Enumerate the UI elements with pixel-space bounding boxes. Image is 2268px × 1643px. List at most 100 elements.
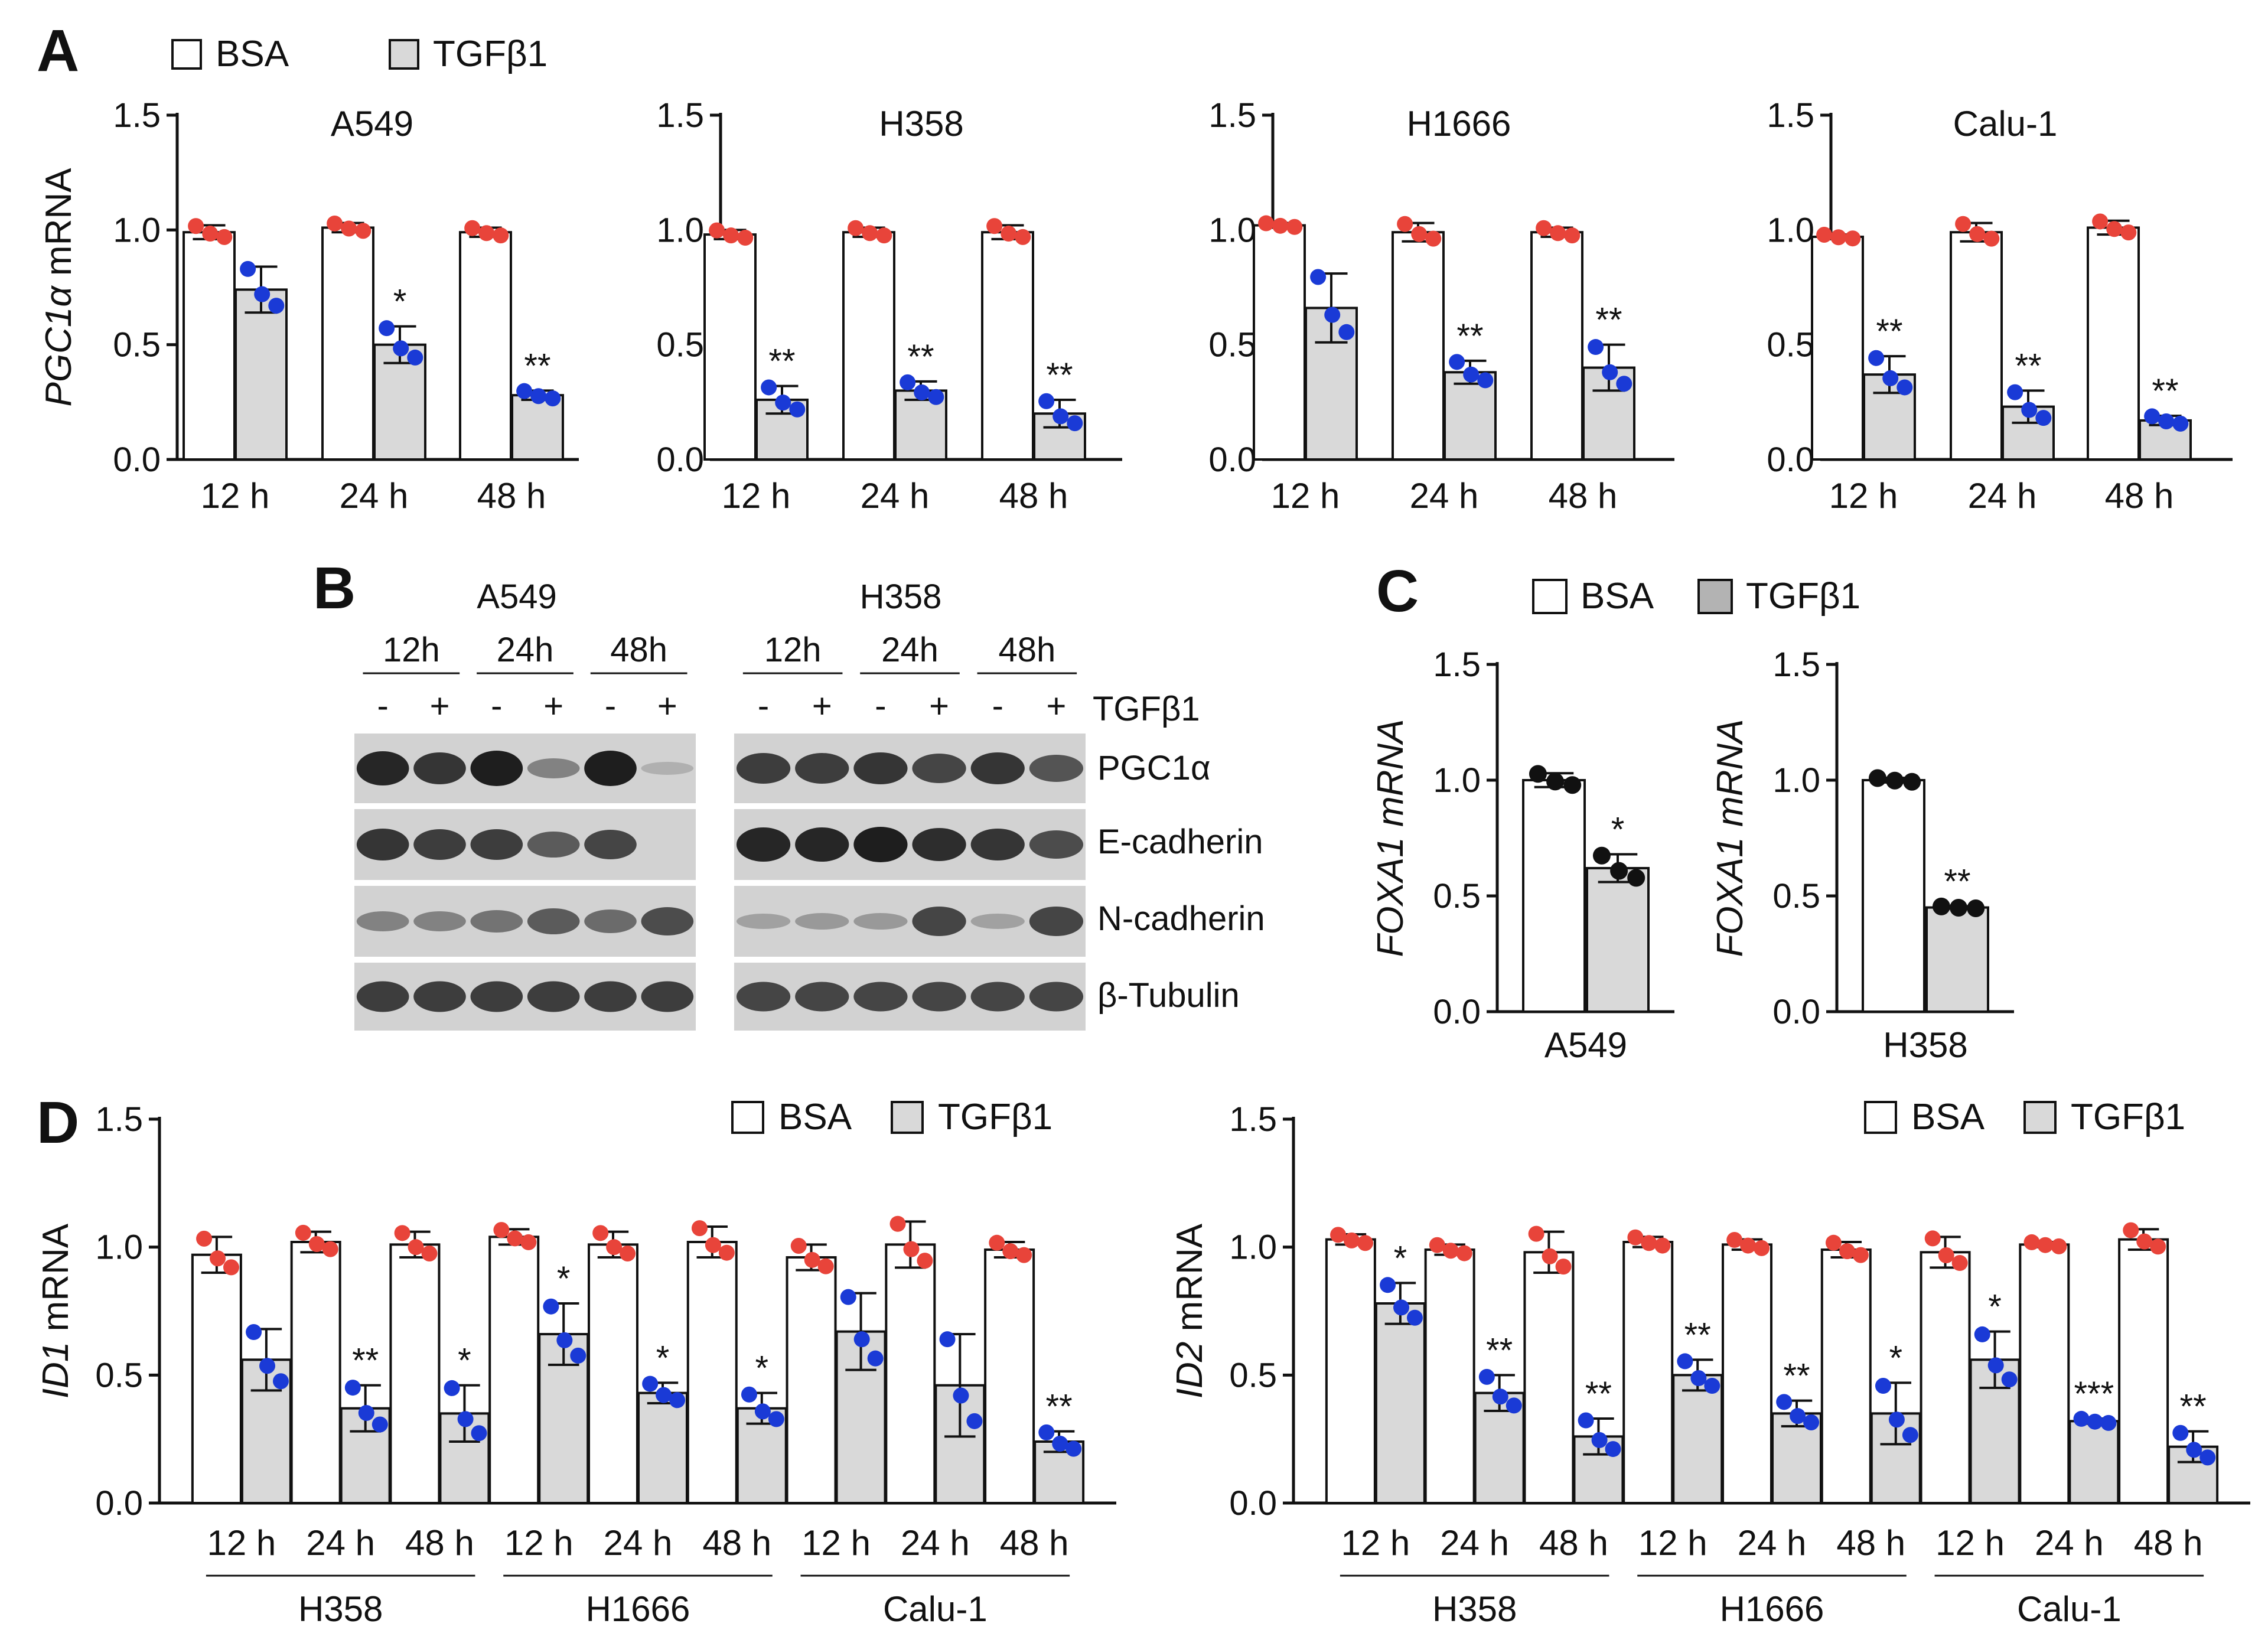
data-point	[493, 227, 509, 244]
data-point	[709, 222, 725, 239]
data-point	[1726, 1232, 1743, 1248]
y-tick-label: 1.5	[113, 96, 161, 135]
significance-label: *	[458, 1342, 471, 1380]
blot-band	[853, 913, 908, 930]
x-tick-label: 24 h	[306, 1523, 375, 1563]
blot-membrane	[734, 886, 1086, 957]
blot-band	[356, 751, 409, 785]
blot-band	[356, 829, 409, 860]
significance-label: *	[1988, 1288, 2002, 1326]
data-point	[543, 1298, 559, 1315]
bsa-bar	[1950, 231, 2003, 461]
legend-a-tgf-label: TGFβ1	[433, 34, 548, 74]
data-point	[1065, 1440, 1082, 1457]
data-point	[2087, 1413, 2103, 1430]
significance-label: **	[1684, 1316, 1711, 1354]
data-point	[1015, 229, 1031, 245]
data-point	[341, 220, 357, 237]
data-point	[1886, 771, 1904, 790]
data-point	[2051, 1238, 2067, 1254]
bsa-bar	[1530, 231, 1583, 461]
bsa-bar	[191, 1253, 242, 1505]
x-tick-label: 48 h	[1000, 1523, 1069, 1563]
x-tick-label: 12 h	[207, 1523, 276, 1563]
y-axis-label: FOXA1 mRNA	[1710, 719, 1751, 957]
panel-letter-a: A	[37, 18, 79, 84]
blot-band	[970, 982, 1025, 1012]
x-tick-label: 24 h	[1440, 1523, 1509, 1563]
data-point	[1425, 230, 1442, 247]
data-point	[1616, 376, 1632, 392]
bsa-bar	[321, 226, 374, 461]
significance-label: ***	[2074, 1375, 2114, 1413]
data-point	[1411, 226, 1428, 242]
bsa-bar	[1523, 1251, 1575, 1504]
y-tick-label: 0.0	[1208, 441, 1256, 479]
bsa-bar	[1424, 1248, 1475, 1504]
significance-label: **	[1456, 317, 1483, 356]
data-point	[188, 218, 204, 234]
blot-sign: -	[377, 687, 389, 725]
data-point	[1602, 364, 1618, 380]
data-point	[464, 220, 481, 236]
blot-membrane	[734, 809, 1086, 880]
x-tick-label: 12 h	[1935, 1523, 2005, 1563]
tgf-bar	[1925, 906, 1989, 1013]
bsa-bar	[1811, 235, 1864, 461]
blot-sign: +	[543, 687, 563, 725]
data-point	[1286, 219, 1303, 235]
y-tick-label: 0.5	[113, 326, 161, 364]
significance-label: **	[2152, 372, 2178, 410]
bsa-bar	[981, 231, 1034, 461]
y-axis-label-italic: ID1	[35, 1342, 76, 1398]
legend-d-right-tgf-swatch	[2023, 1101, 2057, 1134]
data-point	[917, 1253, 933, 1269]
data-point	[1506, 1397, 1522, 1414]
blot-band	[413, 981, 466, 1012]
data-point	[457, 1411, 474, 1427]
data-point	[1790, 1408, 1806, 1424]
blot-sign: +	[430, 687, 450, 725]
data-point	[1592, 846, 1611, 865]
blot-lanes: 12h 24h 48h - + - + - +12h 24h 48h - + - + - +	[354, 631, 1086, 1031]
tgf-bar	[1586, 866, 1650, 1013]
legend-d-left-bsa-label: BSA	[778, 1097, 852, 1137]
significance-label: **	[768, 343, 795, 381]
data-point	[478, 225, 495, 242]
data-point	[986, 218, 1003, 234]
data-point	[1258, 215, 1275, 232]
blot-band	[470, 910, 523, 933]
blot-band	[853, 982, 908, 1012]
bsa-bar	[290, 1241, 341, 1504]
data-point	[1868, 350, 1885, 366]
chart-a-h1666: 0.0 0.5 1.0 1.5 H1666 12 h ** 24 h ** 48 h	[1208, 96, 1674, 516]
x-tick-label: 24 h	[901, 1523, 970, 1563]
blot-row-label-ncadherin: N-cadherin	[1097, 899, 1265, 938]
data-point	[1429, 1237, 1445, 1253]
data-point	[1038, 1424, 1055, 1440]
x-tick-label: 48 h	[2105, 476, 2174, 516]
y-tick-label: 1.0	[1433, 761, 1481, 800]
data-point	[1950, 898, 1968, 917]
x-tick-label: 12 h	[504, 1523, 573, 1563]
data-point	[2123, 1222, 2139, 1238]
data-point	[1955, 216, 1972, 232]
data-point	[669, 1392, 686, 1409]
data-point	[889, 1215, 906, 1232]
bsa-bar	[459, 231, 512, 461]
data-point	[606, 1239, 623, 1256]
blot-time-label: 48h	[998, 631, 1055, 669]
x-tick-label: 24 h	[2035, 1523, 2104, 1563]
blot-sign: -	[992, 687, 1003, 725]
chart-a-a549: 0.0 0.5 1.0 1.5 A549 PGC1α mRNA 12 h * 24 h ** 48 …	[38, 96, 579, 516]
blot-band	[527, 908, 580, 934]
tgf-bar	[1672, 1374, 1723, 1504]
data-point	[1492, 1388, 1508, 1405]
blot-membrane	[734, 734, 1086, 803]
x-tick-label: 48 h	[2134, 1523, 2203, 1563]
data-point	[408, 1239, 424, 1256]
data-point	[1776, 1394, 1793, 1410]
blot-sign: +	[657, 687, 677, 725]
